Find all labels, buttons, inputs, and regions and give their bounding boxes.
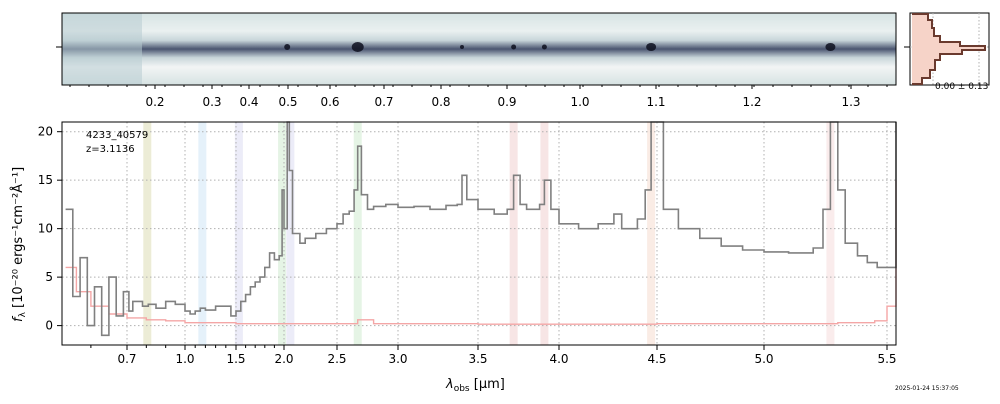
y-tick-label-4: 20 bbox=[38, 125, 53, 139]
x-tick-label-9: 5.0 bbox=[754, 352, 773, 366]
line-band-1 bbox=[198, 122, 207, 345]
timestamp: 2025-01-24 15:37:05 bbox=[895, 385, 959, 392]
line-band-9 bbox=[826, 122, 835, 345]
y-tick-label-3: 15 bbox=[38, 173, 53, 187]
emission-line-bands bbox=[143, 122, 835, 345]
top-tick-label-0: 0.2 bbox=[145, 95, 164, 109]
emission-blob-3 bbox=[284, 44, 291, 50]
top-tick-label-11: 1.3 bbox=[841, 95, 860, 109]
x-tick-label-2: 1.5 bbox=[226, 352, 245, 366]
line-band-0 bbox=[143, 122, 152, 345]
emission-blobs bbox=[284, 42, 836, 52]
spectrum-2d-panel: 0.2 0.3 0.4 0.5 0.6 0.7 0.8 0.9 1.0 1.1 1.2 1.3 bbox=[56, 12, 897, 109]
x-axis-label: λobs [μm] bbox=[445, 377, 505, 394]
flux-spectrum-line bbox=[65, 121, 897, 337]
line-band-8 bbox=[647, 122, 656, 345]
top-tick-label-8: 1.0 bbox=[570, 95, 589, 109]
x-tick-label-4: 2.5 bbox=[327, 352, 346, 366]
profile-label: 0.00 ± 0.13 bbox=[935, 82, 988, 92]
top-tick-label-4: 0.6 bbox=[320, 95, 339, 109]
top-tick-label-10: 1.2 bbox=[742, 95, 761, 109]
profile-fill bbox=[912, 14, 985, 84]
line-band-2 bbox=[234, 122, 243, 345]
spectrum-1d-panel: 0.7 1.0 1.5 2.0 2.5 3.0 3.5 4.0 4.5 5.0 5.5 0 5 10 15… bbox=[10, 121, 897, 394]
y-axis: 0 5 10 15 20 bbox=[38, 125, 62, 333]
plot-frame bbox=[61, 121, 897, 346]
top-tick-label-3: 0.5 bbox=[278, 95, 297, 109]
x-tick-label-6: 3.5 bbox=[468, 352, 487, 366]
y-tick-label-0: 0 bbox=[45, 319, 53, 333]
top-tick-label-9: 1.1 bbox=[646, 95, 665, 109]
top-tick-label-1: 0.3 bbox=[202, 95, 221, 109]
object-id: 4233_40579 bbox=[86, 130, 148, 141]
x-tick-label-3: 2.0 bbox=[274, 352, 293, 366]
top-tick-label-7: 0.9 bbox=[497, 95, 516, 109]
x-tick-label-0: 0.7 bbox=[117, 352, 136, 366]
spectrum-2d-frame bbox=[61, 12, 897, 86]
emission-blob-0 bbox=[351, 42, 364, 52]
top-tick-label-2: 0.4 bbox=[239, 95, 258, 109]
emission-blob-1 bbox=[646, 43, 657, 51]
emission-blob-2 bbox=[825, 43, 836, 51]
line-band-7 bbox=[540, 122, 549, 345]
emission-blob-6 bbox=[460, 45, 464, 49]
x-tick-label-5: 3.0 bbox=[388, 352, 407, 366]
x-tick-label-8: 4.5 bbox=[647, 352, 666, 366]
redshift-label: z=3.1136 bbox=[86, 144, 135, 155]
profile-panel: 0.00 ± 0.13 bbox=[904, 12, 990, 92]
top-axis: 0.2 0.3 0.4 0.5 0.6 0.7 0.8 0.9 1.0 1.1 1.2 1.3 bbox=[69, 85, 888, 109]
x-tick-label-1: 1.0 bbox=[175, 352, 194, 366]
line-band-4 bbox=[286, 122, 295, 345]
y-tick-label-2: 10 bbox=[38, 222, 53, 236]
spectrum-2d-noise-edge bbox=[62, 13, 142, 85]
line-band-5 bbox=[353, 122, 362, 345]
y-tick-label-1: 5 bbox=[45, 270, 53, 284]
grid-lines bbox=[62, 122, 896, 345]
line-band-6 bbox=[509, 122, 518, 345]
profile-line bbox=[912, 13, 986, 85]
emission-blob-5 bbox=[541, 44, 547, 50]
x-tick-label-10: 5.5 bbox=[877, 352, 896, 366]
y-axis-label: fλ [10⁻²⁰ ergs⁻¹cm⁻²Å⁻¹] bbox=[10, 167, 28, 322]
x-axis: 0.7 1.0 1.5 2.0 2.5 3.0 3.5 4.0 4.5 5.0 5.5 bbox=[90, 345, 897, 366]
x-tick-label-7: 4.0 bbox=[549, 352, 568, 366]
spectrum-2d-image bbox=[62, 13, 896, 85]
top-tick-label-6: 0.8 bbox=[431, 95, 450, 109]
top-tick-label-5: 0.7 bbox=[374, 95, 393, 109]
emission-blob-4 bbox=[511, 44, 517, 50]
